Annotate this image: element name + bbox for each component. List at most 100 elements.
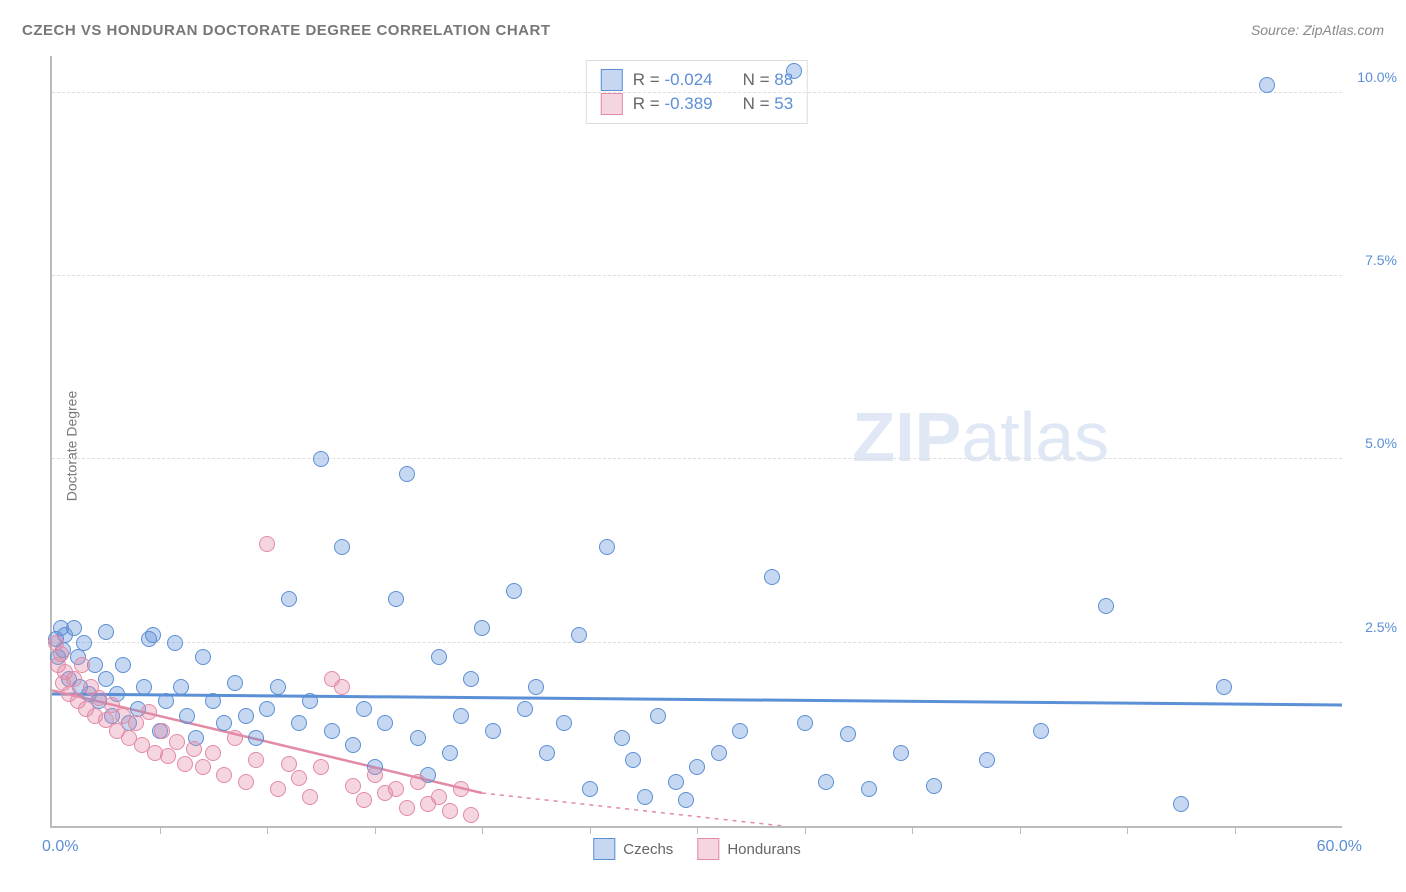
data-point <box>556 715 572 731</box>
data-point <box>227 730 243 746</box>
data-point <box>216 767 232 783</box>
data-point <box>98 671 114 687</box>
data-point <box>614 730 630 746</box>
data-point <box>356 792 372 808</box>
legend-swatch <box>601 69 623 91</box>
data-point <box>227 675 243 691</box>
data-point <box>463 807 479 823</box>
data-point <box>259 701 275 717</box>
x-tick <box>267 826 268 834</box>
data-point <box>173 679 189 695</box>
legend-item: Hondurans <box>697 838 800 860</box>
data-point <box>1033 723 1049 739</box>
data-point <box>141 631 157 647</box>
y-tick-label: 10.0% <box>1357 69 1397 85</box>
series-legend: Czechs Hondurans <box>593 838 800 860</box>
data-point <box>195 759 211 775</box>
data-point <box>689 759 705 775</box>
y-tick-label: 7.5% <box>1365 252 1397 268</box>
legend-row: R = -0.024N = 88 <box>601 69 793 91</box>
data-point <box>625 752 641 768</box>
data-point <box>195 649 211 665</box>
data-point <box>650 708 666 724</box>
data-point <box>302 693 318 709</box>
data-point <box>861 781 877 797</box>
data-point <box>442 803 458 819</box>
data-point <box>377 715 393 731</box>
data-point <box>539 745 555 761</box>
legend-item: Czechs <box>593 838 673 860</box>
data-point <box>818 774 834 790</box>
source-attribution: Source: ZipAtlas.com <box>1251 22 1384 38</box>
data-point <box>840 726 856 742</box>
data-point <box>154 723 170 739</box>
data-point <box>345 778 361 794</box>
data-point <box>270 679 286 695</box>
x-tick <box>1020 826 1021 834</box>
data-point <box>506 583 522 599</box>
data-point <box>66 620 82 636</box>
gridline <box>52 275 1342 276</box>
data-point <box>442 745 458 761</box>
data-point <box>367 767 383 783</box>
legend-r-label: R = -0.024 <box>633 70 713 90</box>
data-point <box>313 759 329 775</box>
data-point <box>582 781 598 797</box>
data-point <box>259 536 275 552</box>
data-point <box>281 591 297 607</box>
legend-label: Hondurans <box>727 841 800 858</box>
data-point <box>76 635 92 651</box>
data-point <box>345 737 361 753</box>
data-point <box>205 745 221 761</box>
data-point <box>668 774 684 790</box>
data-point <box>324 723 340 739</box>
data-point <box>1173 796 1189 812</box>
data-point <box>334 679 350 695</box>
data-point <box>53 646 69 662</box>
data-point <box>179 708 195 724</box>
data-point <box>248 752 264 768</box>
data-point <box>115 657 131 673</box>
x-tick <box>697 826 698 834</box>
data-point <box>186 741 202 757</box>
x-tick <box>805 826 806 834</box>
data-point <box>238 708 254 724</box>
data-point <box>637 789 653 805</box>
data-point <box>160 748 176 764</box>
data-point <box>410 730 426 746</box>
legend-r-label: R = -0.389 <box>633 94 713 114</box>
data-point <box>302 789 318 805</box>
data-point <box>786 63 802 79</box>
data-point <box>893 745 909 761</box>
data-point <box>732 723 748 739</box>
data-point <box>797 715 813 731</box>
data-point <box>158 693 174 709</box>
legend-label: Czechs <box>623 841 673 858</box>
data-point <box>764 569 780 585</box>
x-tick <box>912 826 913 834</box>
data-point <box>136 679 152 695</box>
legend-swatch <box>697 838 719 860</box>
data-point <box>388 591 404 607</box>
data-point <box>453 708 469 724</box>
data-point <box>431 789 447 805</box>
x-axis-max-label: 60.0% <box>1317 838 1362 856</box>
data-point <box>1259 77 1275 93</box>
data-point <box>291 715 307 731</box>
data-point <box>74 657 90 673</box>
data-point <box>177 756 193 772</box>
data-point <box>313 451 329 467</box>
gridline <box>52 642 1342 643</box>
data-point <box>979 752 995 768</box>
x-tick <box>160 826 161 834</box>
data-point <box>169 734 185 750</box>
data-point <box>1098 598 1114 614</box>
data-point <box>98 624 114 640</box>
data-point <box>1216 679 1232 695</box>
data-point <box>399 466 415 482</box>
legend-swatch <box>601 93 623 115</box>
data-point <box>485 723 501 739</box>
data-point <box>388 781 404 797</box>
legend-swatch <box>593 838 615 860</box>
chart-title: CZECH VS HONDURAN DOCTORATE DEGREE CORRE… <box>22 22 551 39</box>
